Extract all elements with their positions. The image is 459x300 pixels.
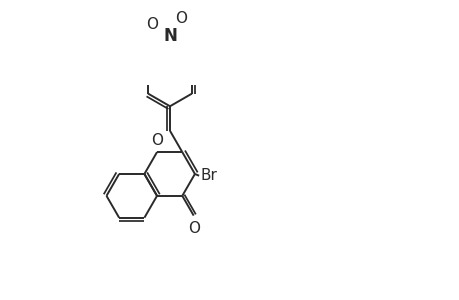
Text: O: O: [175, 11, 187, 26]
Text: O: O: [187, 221, 199, 236]
Text: Br: Br: [200, 168, 217, 183]
Text: N: N: [162, 27, 177, 45]
Text: O: O: [151, 133, 162, 148]
Text: O: O: [146, 17, 157, 32]
